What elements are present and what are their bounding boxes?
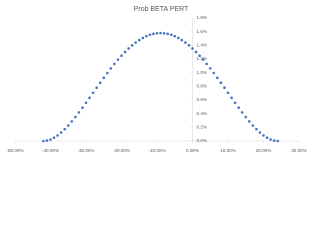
point bbox=[169, 33, 173, 37]
point bbox=[127, 47, 130, 50]
point bbox=[212, 71, 216, 75]
y-tick-label: 1.0% bbox=[197, 70, 207, 75]
point bbox=[52, 136, 56, 140]
y-tick-label: 0.2% bbox=[197, 125, 207, 130]
point bbox=[113, 62, 116, 66]
y-tick-label: 1.6% bbox=[197, 29, 207, 34]
point bbox=[258, 131, 262, 134]
point bbox=[262, 134, 265, 137]
point bbox=[66, 124, 70, 127]
x-tick-label: 30.00% bbox=[291, 148, 307, 153]
point bbox=[244, 115, 248, 119]
point bbox=[84, 101, 88, 105]
point bbox=[123, 50, 127, 54]
point bbox=[81, 106, 84, 109]
point bbox=[106, 71, 109, 75]
point bbox=[251, 124, 255, 127]
x-tick-label: -20.00% bbox=[113, 148, 130, 153]
x-tick-label: 20.00% bbox=[256, 148, 272, 153]
x-tick-label: -40.00% bbox=[42, 148, 59, 153]
point bbox=[233, 101, 237, 105]
chart-title: Prob BETA PERT bbox=[134, 6, 189, 13]
point bbox=[237, 106, 240, 109]
point bbox=[130, 44, 134, 47]
point bbox=[116, 58, 120, 61]
point bbox=[177, 36, 180, 40]
point bbox=[91, 91, 95, 95]
point bbox=[56, 134, 59, 137]
point bbox=[74, 115, 77, 119]
point bbox=[276, 139, 280, 143]
point bbox=[98, 81, 102, 85]
point bbox=[219, 81, 223, 85]
point bbox=[194, 50, 198, 54]
point bbox=[248, 120, 251, 123]
point bbox=[269, 138, 272, 141]
point bbox=[230, 96, 233, 100]
point bbox=[45, 139, 49, 142]
point bbox=[265, 136, 269, 140]
y-tick-label: 0.4% bbox=[197, 111, 207, 116]
point bbox=[173, 34, 177, 38]
point bbox=[63, 127, 66, 131]
point bbox=[102, 76, 106, 80]
point bbox=[223, 86, 226, 89]
point bbox=[77, 111, 81, 114]
point bbox=[187, 44, 191, 47]
point bbox=[95, 86, 98, 89]
y-tick-label: 1.8% bbox=[197, 15, 207, 20]
point bbox=[240, 111, 244, 114]
point bbox=[120, 54, 123, 58]
x-tick-label: 0.00% bbox=[186, 148, 199, 153]
point bbox=[198, 54, 201, 58]
point bbox=[180, 38, 184, 42]
point bbox=[141, 36, 145, 40]
point bbox=[152, 32, 155, 36]
point bbox=[166, 32, 169, 36]
point bbox=[49, 138, 52, 141]
x-tick-label: -30.00% bbox=[77, 148, 94, 153]
point bbox=[208, 67, 212, 70]
y-tick-label: 1.4% bbox=[197, 43, 207, 48]
point bbox=[88, 96, 91, 100]
y-tick-label: 1.2% bbox=[197, 56, 207, 61]
point bbox=[137, 38, 141, 42]
point bbox=[216, 76, 219, 80]
x-tick-label: 10.00% bbox=[220, 148, 236, 153]
x-tick-label: -10.00% bbox=[148, 148, 165, 153]
y-tick-label: 0.8% bbox=[197, 84, 207, 89]
x-tick-label: -50.00% bbox=[6, 148, 23, 153]
point bbox=[155, 31, 159, 35]
y-tick-label: 0.6% bbox=[197, 97, 207, 102]
point bbox=[226, 91, 230, 95]
point bbox=[109, 67, 113, 70]
chart: Prob BETA PERT -50.00% -40.00% -30.00% -20.… bbox=[6, 6, 307, 153]
point bbox=[59, 131, 63, 134]
point bbox=[184, 41, 187, 44]
point bbox=[42, 139, 45, 143]
point bbox=[191, 47, 194, 50]
point bbox=[159, 31, 162, 35]
point bbox=[272, 139, 276, 142]
point bbox=[162, 31, 166, 35]
point bbox=[134, 41, 137, 44]
point bbox=[205, 62, 208, 66]
point bbox=[255, 127, 258, 131]
y-tick-label: 0.0% bbox=[197, 138, 207, 143]
point bbox=[148, 33, 152, 37]
point bbox=[145, 34, 148, 38]
point bbox=[70, 120, 74, 123]
point bbox=[201, 58, 205, 61]
